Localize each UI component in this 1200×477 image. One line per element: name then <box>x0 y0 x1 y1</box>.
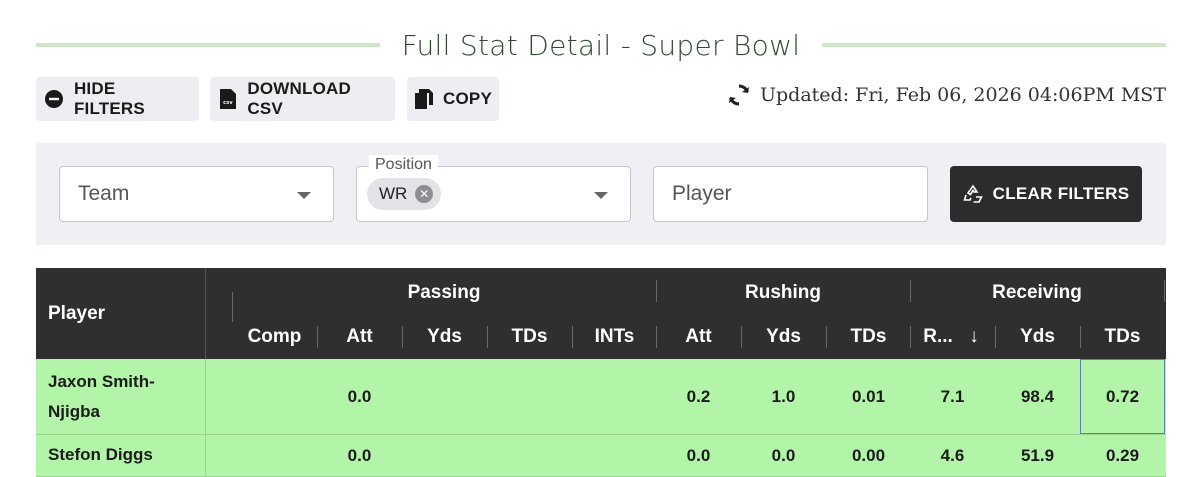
header-divider <box>232 292 233 322</box>
hide-filters-label: HIDE FILTERS <box>73 79 145 118</box>
col-header-rush-yds[interactable]: Yds <box>766 326 801 347</box>
position-chip-label: WR <box>379 184 408 203</box>
page-title: Full Stat Detail - Super Bowl <box>401 28 801 62</box>
header-divider <box>317 326 318 348</box>
cell-receptions: 4.6 <box>940 446 965 465</box>
cell-pass-att: 0.0 <box>347 446 372 465</box>
table-row[interactable]: Jaxon Smith- Njigba 0.0 0.2 1.0 0.01 7.1… <box>36 359 1166 435</box>
header-divider <box>910 280 911 302</box>
position-label: Position <box>369 155 438 175</box>
col-header-pass-yds[interactable]: Yds <box>427 326 462 347</box>
csv-file-icon: csv <box>218 89 237 109</box>
minus-circle-icon <box>44 89 64 109</box>
header-divider <box>910 326 911 348</box>
col-header-rec-tds[interactable]: TDs <box>1104 326 1141 347</box>
stats-table: Player Passing Rushing Receiving Comp At… <box>36 268 1166 477</box>
header-divider <box>1164 280 1165 302</box>
table-row[interactable]: Stefon Diggs 0.0 0.0 0.0 0.00 4.6 51.9 0… <box>36 435 1166 477</box>
cell-rec-yds: 98.4 <box>1020 387 1055 406</box>
position-chip: WR ✕ <box>367 178 442 210</box>
cell-pass-att: 0.0 <box>347 387 372 406</box>
hide-filters-button[interactable]: HIDE FILTERS <box>36 77 199 121</box>
col-header-pass-tds[interactable]: TDs <box>511 326 548 347</box>
col-header-ints[interactable]: INTs <box>594 326 635 347</box>
header-divider <box>572 326 573 348</box>
cell-rec-tds: 0.72 <box>1105 387 1140 406</box>
cell-rush-yds: 1.0 <box>771 387 796 406</box>
col-header-rush-tds[interactable]: TDs <box>850 326 887 347</box>
col-header-rush-att[interactable]: Att <box>685 326 712 347</box>
group-header-receiving: Receiving <box>992 282 1082 303</box>
focused-cell-outline <box>1080 359 1165 434</box>
cell-rush-yds: 0.0 <box>771 446 796 465</box>
cell-rush-att: 0.0 <box>686 446 711 465</box>
player-column-header[interactable]: Player <box>48 303 106 324</box>
cell-receptions: 7.1 <box>940 387 965 406</box>
download-csv-label: DOWNLOAD CSV <box>247 79 351 118</box>
cell-rec-yds: 51.9 <box>1020 446 1055 465</box>
cell-rush-tds: 0.01 <box>851 387 886 406</box>
sort-down-icon[interactable]: ↓ <box>969 326 979 347</box>
header-divider <box>205 268 206 359</box>
refresh-icon[interactable] <box>728 84 750 106</box>
row-divider <box>205 359 206 434</box>
col-header-pass-att[interactable]: Att <box>346 326 373 347</box>
player-name-line2: Njigba <box>48 402 100 421</box>
player-name-line1: Stefon Diggs <box>48 445 153 464</box>
col-header-rec-yds[interactable]: Yds <box>1020 326 1055 347</box>
group-header-rushing: Rushing <box>745 282 821 303</box>
chevron-down-icon <box>297 192 311 199</box>
col-header-receptions[interactable]: R... <box>923 326 953 347</box>
title-rule-left <box>36 43 380 47</box>
header-divider <box>741 326 742 348</box>
updated-timestamp: Updated: Fri, Feb 06, 2026 04:06PM MST <box>728 84 1166 106</box>
cell-rush-att: 0.2 <box>686 387 711 406</box>
row-divider <box>205 435 206 476</box>
cell-rush-tds: 0.00 <box>851 446 886 465</box>
player-name-line1: Jaxon Smith- <box>48 372 155 391</box>
title-row: Full Stat Detail - Super Bowl <box>36 22 1167 68</box>
header-divider <box>402 326 403 348</box>
header-divider <box>1080 326 1081 348</box>
recycle-icon <box>963 184 983 204</box>
header-divider <box>995 326 996 348</box>
col-header-comp[interactable]: Comp <box>247 326 302 347</box>
player-input[interactable]: Player <box>653 166 928 222</box>
table-header: Player Passing Rushing Receiving Comp At… <box>36 268 1166 359</box>
cell-rec-tds: 0.29 <box>1105 446 1140 465</box>
group-header-passing: Passing <box>407 282 481 303</box>
copy-icon <box>415 89 433 109</box>
title-rule-right <box>822 43 1167 47</box>
team-placeholder: Team <box>78 182 130 205</box>
header-divider <box>487 326 488 348</box>
position-select[interactable]: Position WR ✕ <box>356 155 631 222</box>
header-divider <box>656 326 657 348</box>
header-divider <box>826 326 827 348</box>
copy-button[interactable]: COPY <box>407 77 499 121</box>
clear-filters-button[interactable]: CLEAR FILTERS <box>950 166 1142 222</box>
download-csv-button[interactable]: csv DOWNLOAD CSV <box>210 77 395 121</box>
header-divider <box>656 280 657 302</box>
updated-text: Updated: Fri, Feb 06, 2026 04:06PM MST <box>760 84 1166 106</box>
clear-filters-label: CLEAR FILTERS <box>992 184 1130 203</box>
svg-text:csv: csv <box>223 100 233 106</box>
team-select[interactable]: Team <box>59 166 334 222</box>
clear-chip-icon[interactable]: ✕ <box>415 185 434 203</box>
player-placeholder: Player <box>672 182 732 205</box>
copy-label: COPY <box>443 89 492 108</box>
filter-panel: Team Position WR ✕ Player CLEAR FILTERS <box>36 143 1166 245</box>
chevron-down-icon <box>594 192 608 199</box>
